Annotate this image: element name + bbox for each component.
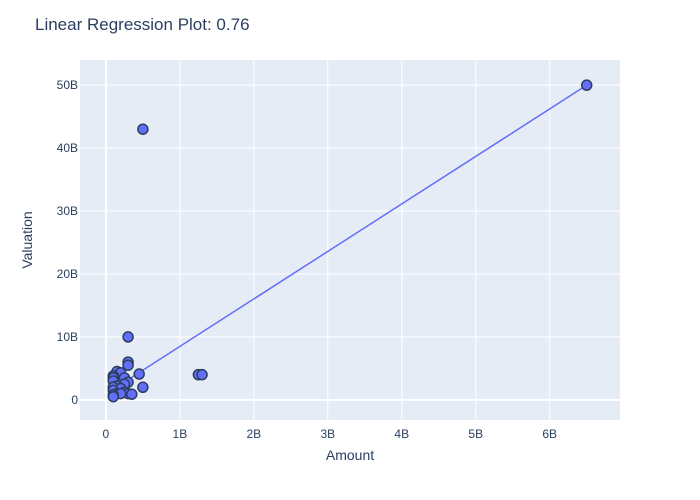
x-axis-title: Amount: [326, 447, 374, 463]
y-axis-title: Valuation: [19, 211, 35, 268]
y-tick-label: 10B: [57, 330, 78, 344]
y-axis-ticks: 0 10B 20B 30B 40B 50B: [57, 78, 79, 407]
data-point: [122, 359, 134, 371]
x-tick-label: 1B: [173, 427, 188, 441]
data-point: [196, 368, 208, 381]
x-axis-ticks: 0 1B 2B 3B 4B 5B 6B: [103, 427, 558, 441]
data-point: [137, 381, 149, 394]
regression-line-path: [112, 84, 588, 390]
gridlines: [80, 60, 620, 420]
data-point: [580, 79, 593, 91]
x-tick-label: 3B: [320, 427, 335, 441]
x-tick-label: 6B: [542, 427, 557, 441]
x-tick-label: 2B: [246, 427, 261, 441]
y-tick-label: 30B: [57, 204, 78, 218]
data-point: [122, 331, 134, 343]
chart-title: Linear Regression Plot: 0.76: [35, 15, 250, 34]
regression-line: [112, 84, 588, 390]
x-tick-label: 4B: [394, 427, 409, 441]
x-tick-label: 0: [103, 427, 110, 441]
data-points: [107, 79, 593, 403]
data-point: [133, 368, 145, 380]
y-tick-label: 0: [71, 393, 78, 407]
y-tick-label: 50B: [57, 78, 78, 92]
y-tick-label: 40B: [57, 141, 78, 155]
y-tick-label: 20B: [57, 267, 78, 281]
data-point: [126, 388, 138, 400]
plot-area: [80, 60, 620, 420]
x-tick-label: 5B: [468, 427, 483, 441]
data-point: [107, 390, 120, 403]
data-point: [137, 123, 149, 135]
